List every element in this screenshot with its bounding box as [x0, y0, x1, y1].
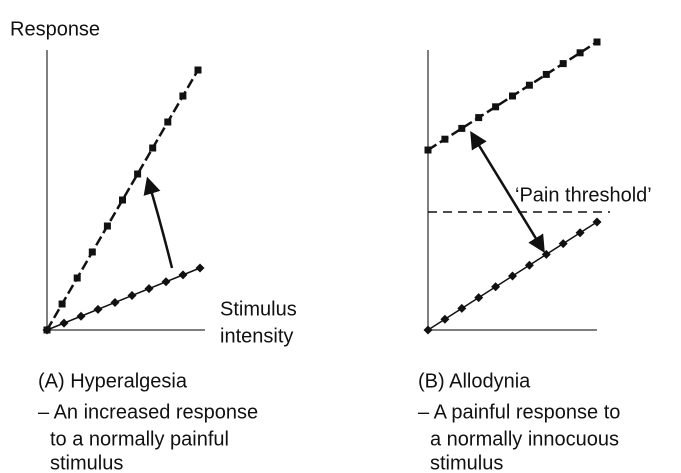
- description: a normally innocuous: [430, 428, 619, 450]
- marker: [58, 300, 66, 308]
- marker: [558, 239, 568, 249]
- marker: [475, 114, 483, 122]
- marker: [194, 66, 202, 74]
- x-axis-label: intensity: [220, 325, 293, 347]
- marker: [592, 217, 602, 227]
- description: stimulus: [50, 452, 123, 473]
- marker: [492, 103, 500, 111]
- marker: [423, 325, 433, 335]
- x-axis-label: Stimulus: [220, 298, 297, 320]
- marker: [76, 311, 86, 321]
- marker: [161, 277, 171, 287]
- marker: [134, 170, 142, 178]
- marker: [593, 38, 601, 46]
- marker: [59, 318, 69, 328]
- response-line: [45, 69, 200, 331]
- marker: [575, 228, 585, 238]
- marker: [144, 284, 154, 294]
- panel-title: (A) Hyperalgesia: [38, 370, 188, 392]
- marker: [508, 271, 517, 281]
- marker: [541, 249, 551, 259]
- description: stimulus: [430, 452, 503, 473]
- marker: [458, 124, 466, 132]
- marker: [457, 303, 467, 313]
- description: to a normally painful: [50, 428, 229, 450]
- marker: [179, 92, 187, 100]
- marker: [440, 314, 450, 324]
- description: – A painful response to: [418, 401, 620, 423]
- marker: [119, 196, 126, 204]
- marker: [441, 135, 449, 143]
- marker: [110, 297, 120, 307]
- marker: [88, 248, 96, 256]
- marker: [164, 118, 172, 126]
- marker: [103, 222, 111, 230]
- double-arrow: [470, 131, 545, 253]
- marker: [195, 263, 205, 273]
- marker: [149, 144, 157, 152]
- panel-title: (B) Allodynia: [418, 370, 531, 392]
- marker: [559, 60, 567, 68]
- marker: [474, 293, 484, 303]
- marker: [93, 304, 103, 314]
- arrow: [143, 176, 174, 269]
- marker: [127, 291, 137, 301]
- threshold-label: ‘Pain threshold’: [515, 184, 652, 206]
- marker: [42, 325, 52, 335]
- marker: [178, 270, 188, 280]
- marker: [524, 260, 534, 270]
- marker: [73, 274, 81, 282]
- response-line: [46, 267, 201, 331]
- description: – An increased response: [38, 401, 258, 423]
- marker: [424, 146, 432, 154]
- marker: [509, 92, 516, 100]
- y-axis-label: Response: [10, 18, 100, 40]
- marker: [576, 49, 584, 57]
- marker: [491, 282, 501, 292]
- marker: [525, 81, 533, 89]
- marker: [542, 70, 550, 78]
